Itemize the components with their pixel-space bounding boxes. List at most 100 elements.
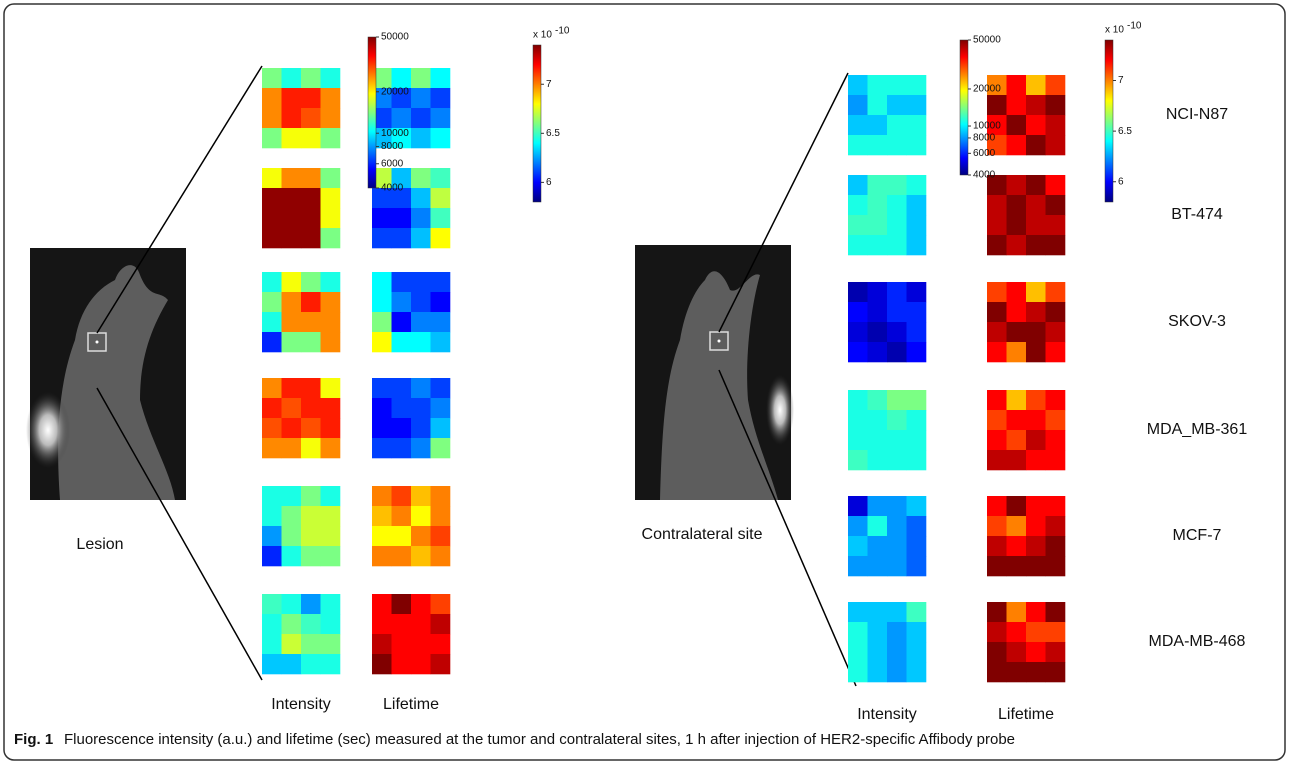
heatmap-cell xyxy=(1046,642,1066,662)
heatmap-cell xyxy=(1046,195,1066,215)
heatmap-cell xyxy=(392,594,412,614)
heatmap-cell xyxy=(392,312,412,332)
heatmap-cell xyxy=(1007,516,1027,536)
heatmap-cell xyxy=(411,438,431,458)
heatmap-cell xyxy=(411,398,431,418)
heatmap-cell xyxy=(1026,516,1046,536)
colorbar-exponent: -10 xyxy=(555,26,570,37)
colorbar-tick-label: 4000 xyxy=(381,183,404,194)
cell-line-label: SKOV-3 xyxy=(1168,313,1226,330)
heatmap-cell xyxy=(1026,410,1046,430)
heatmap-cell xyxy=(887,322,907,342)
cell-line-label: MDA_MB-361 xyxy=(1147,421,1248,438)
heatmap-cell xyxy=(868,516,888,536)
heatmap-cell xyxy=(848,450,868,470)
heatmap-cell xyxy=(907,302,927,322)
heatmap-cell xyxy=(848,430,868,450)
heatmap-cell xyxy=(1026,135,1046,155)
heatmap-cell xyxy=(848,282,868,302)
heatmap-cell xyxy=(262,292,282,312)
heatmap-cell xyxy=(1026,342,1046,362)
heatmap-cell xyxy=(1007,135,1027,155)
heatmap-cell xyxy=(282,128,302,148)
heatmap-cell xyxy=(907,450,927,470)
heatmap-cell xyxy=(431,208,451,228)
heatmap-cell xyxy=(321,68,341,88)
heatmap-cell xyxy=(431,526,451,546)
heatmap-cell xyxy=(392,68,412,88)
colorbar-tick-label: 6000 xyxy=(381,158,404,169)
heatmap-cell xyxy=(392,418,412,438)
colorbar-tick-label: 6.5 xyxy=(1118,126,1132,137)
heatmap-cell xyxy=(372,506,392,526)
colorbar-tick-label: 4000 xyxy=(973,170,996,181)
heatmap-cell xyxy=(392,208,412,228)
heatmap-cell xyxy=(411,594,431,614)
heatmap-cell xyxy=(411,312,431,332)
heatmap-cell xyxy=(887,215,907,235)
heatmap-cell xyxy=(1046,430,1066,450)
heatmap-cell xyxy=(868,450,888,470)
heatmap-cell xyxy=(907,516,927,536)
heatmap-cell xyxy=(1007,450,1027,470)
heatmap-cell xyxy=(868,622,888,642)
heatmap-cell xyxy=(987,235,1007,255)
heatmap-cell xyxy=(411,486,431,506)
heatmap-cell xyxy=(392,378,412,398)
heatmap-cell xyxy=(907,430,927,450)
heatmap-cell xyxy=(1046,450,1066,470)
heatmap-cell xyxy=(987,642,1007,662)
heatmap-cell xyxy=(1007,496,1027,516)
heatmap-cell xyxy=(907,175,927,195)
heatmap-cell xyxy=(1046,302,1066,322)
heatmap-cell xyxy=(907,662,927,682)
heatmap-cell xyxy=(1007,175,1027,195)
heatmap-cell xyxy=(321,128,341,148)
heatmap-cell xyxy=(321,312,341,332)
heatmap-cell xyxy=(321,634,341,654)
heatmap-cell xyxy=(431,228,451,248)
caption-text: Fluorescence intensity (a.u.) and lifeti… xyxy=(64,731,1015,748)
heatmap-cell xyxy=(372,292,392,312)
heatmap-cell xyxy=(431,506,451,526)
heatmap-cell xyxy=(868,342,888,362)
colorbar xyxy=(1105,40,1113,202)
heatmap-cell xyxy=(411,272,431,292)
heatmap-cell xyxy=(321,546,341,566)
heatmap-cell xyxy=(301,546,321,566)
cell-line-label: MCF-7 xyxy=(1173,527,1222,544)
heatmap-cell xyxy=(411,68,431,88)
heatmap-cell xyxy=(987,195,1007,215)
heatmap-cell xyxy=(321,418,341,438)
heatmap-cell xyxy=(1026,235,1046,255)
heatmap-cell xyxy=(848,195,868,215)
heatmap-cell xyxy=(848,662,868,682)
heatmap-cell xyxy=(848,322,868,342)
heatmap-cell xyxy=(431,312,451,332)
heatmap-cell xyxy=(411,634,431,654)
heatmap-cell xyxy=(372,378,392,398)
heatmap-cell xyxy=(887,390,907,410)
heatmap-cell xyxy=(848,556,868,576)
heatmap-cell xyxy=(392,506,412,526)
heatmap-cell xyxy=(282,68,302,88)
site-label: Contralateral site xyxy=(642,526,763,543)
heatmap-cell xyxy=(431,398,451,418)
colorbar xyxy=(960,40,968,175)
heatmap-cell xyxy=(907,135,927,155)
heatmap-cell xyxy=(868,282,888,302)
heatmap-cell xyxy=(907,410,927,430)
heatmap-cell xyxy=(411,88,431,108)
heatmap-cell xyxy=(868,195,888,215)
heatmap-cell xyxy=(282,398,302,418)
heatmap-cell xyxy=(987,215,1007,235)
heatmap-cell xyxy=(262,486,282,506)
colorbar-multiplier: x 10 xyxy=(1105,25,1124,36)
heatmap-cell xyxy=(848,95,868,115)
heatmap-cell xyxy=(1046,622,1066,642)
heatmap-cell xyxy=(262,68,282,88)
heatmap-cell xyxy=(1046,75,1066,95)
heatmap-cell xyxy=(848,135,868,155)
colorbar-exponent: -10 xyxy=(1127,21,1142,32)
figure: Fig. 1 Fluorescence intensity (a.u.) and… xyxy=(0,0,1290,765)
